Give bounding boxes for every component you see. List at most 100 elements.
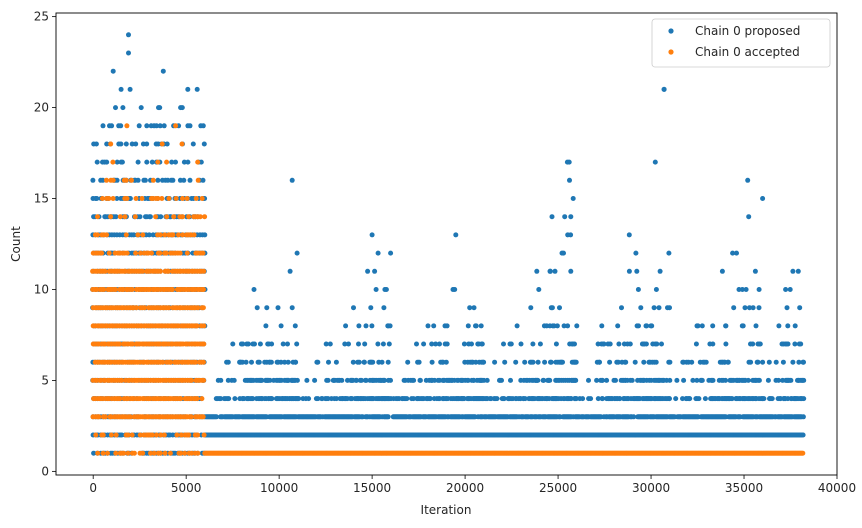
accepted-point <box>123 232 129 238</box>
accepted-point <box>170 232 176 238</box>
proposed-point <box>513 359 519 365</box>
x-tick-label: 40000 <box>818 481 856 495</box>
proposed-point <box>356 323 362 329</box>
x-tick-label: 0 <box>89 481 97 495</box>
proposed-point <box>431 323 437 329</box>
proposed-point <box>416 359 422 365</box>
proposed-point <box>304 377 310 383</box>
accepted-point <box>201 287 206 292</box>
accepted-point <box>127 414 133 420</box>
proposed-point <box>296 396 302 402</box>
proposed-point <box>118 123 124 129</box>
proposed-point <box>323 341 329 347</box>
proposed-point <box>200 177 206 183</box>
proposed-point <box>756 305 762 311</box>
proposed-point <box>173 159 178 165</box>
x-axis: 0 5000 10000 15000 20000 25000 30000 35000 40000 <box>89 475 856 495</box>
proposed-point <box>343 323 349 329</box>
accepted-point <box>194 323 200 329</box>
accepted-point <box>201 268 207 274</box>
accepted-point <box>100 450 106 456</box>
proposed-point <box>325 377 331 383</box>
proposed-point <box>417 377 423 383</box>
legend-label-proposed: Chain 0 proposed <box>695 24 800 38</box>
proposed-point <box>492 359 498 365</box>
proposed-point <box>245 341 251 347</box>
proposed-point <box>370 359 376 365</box>
accepted-point <box>163 250 169 256</box>
proposed-point <box>146 232 152 238</box>
accepted-point <box>100 432 106 438</box>
proposed-point <box>136 123 142 129</box>
proposed-point <box>275 305 281 311</box>
accepted-point <box>160 359 166 365</box>
proposed-point <box>473 323 479 329</box>
proposed-point <box>385 359 391 365</box>
proposed-point <box>444 323 450 329</box>
x-tick-label: 15000 <box>353 481 391 495</box>
accepted-point <box>117 214 123 220</box>
proposed-point <box>256 359 262 365</box>
proposed-point <box>478 323 484 329</box>
proposed-point <box>666 250 672 256</box>
proposed-point <box>687 396 693 402</box>
legend: Chain 0 proposed Chain 0 accepted <box>651 18 831 68</box>
proposed-point <box>158 214 164 220</box>
proposed-point <box>562 214 568 220</box>
proposed-point <box>745 177 751 183</box>
proposed-point <box>100 123 106 129</box>
proposed-point <box>557 305 562 311</box>
accepted-point <box>104 232 110 238</box>
proposed-point <box>278 323 284 329</box>
accepted-point <box>110 177 116 183</box>
accepted-point <box>122 214 128 220</box>
proposed-point <box>339 377 345 383</box>
accepted-point <box>161 432 167 438</box>
accepted-point <box>201 377 207 383</box>
proposed-point <box>363 377 369 383</box>
y-tick-label: 25 <box>34 10 49 24</box>
accepted-point <box>155 159 161 165</box>
series-proposed-points <box>90 32 807 456</box>
proposed-point <box>568 214 574 220</box>
proposed-point <box>369 232 375 238</box>
proposed-point <box>534 268 540 274</box>
proposed-point <box>294 341 300 347</box>
accepted-point <box>202 214 208 220</box>
legend-label-accepted: Chain 0 accepted <box>695 45 800 59</box>
proposed-point <box>530 341 536 347</box>
proposed-point <box>425 323 431 329</box>
proposed-point <box>761 396 767 402</box>
proposed-point <box>342 341 348 347</box>
proposed-point <box>656 305 662 311</box>
proposed-point <box>113 214 119 220</box>
proposed-point <box>379 359 385 365</box>
proposed-point <box>198 159 204 165</box>
proposed-point <box>264 305 270 311</box>
series-accepted-points <box>90 123 806 456</box>
accepted-point <box>129 177 134 183</box>
proposed-point <box>542 359 548 365</box>
proposed-point <box>267 377 273 383</box>
proposed-point <box>225 377 231 383</box>
x-tick-label: 10000 <box>260 481 298 495</box>
proposed-point <box>790 268 796 274</box>
proposed-point <box>433 341 439 347</box>
proposed-point <box>567 177 572 183</box>
proposed-point <box>135 159 141 165</box>
y-tick-label: 15 <box>34 192 49 206</box>
proposed-point <box>537 341 543 347</box>
proposed-point <box>740 323 746 329</box>
proposed-point <box>801 359 806 365</box>
proposed-point <box>452 287 458 292</box>
proposed-point <box>654 341 660 347</box>
proposed-point <box>443 359 449 365</box>
accepted-point <box>173 123 179 129</box>
proposed-point <box>568 268 574 274</box>
proposed-point <box>570 196 576 201</box>
proposed-point <box>100 177 106 183</box>
accepted-point <box>99 250 105 256</box>
proposed-point <box>179 105 185 111</box>
proposed-point <box>690 377 696 383</box>
proposed-point <box>501 396 507 402</box>
